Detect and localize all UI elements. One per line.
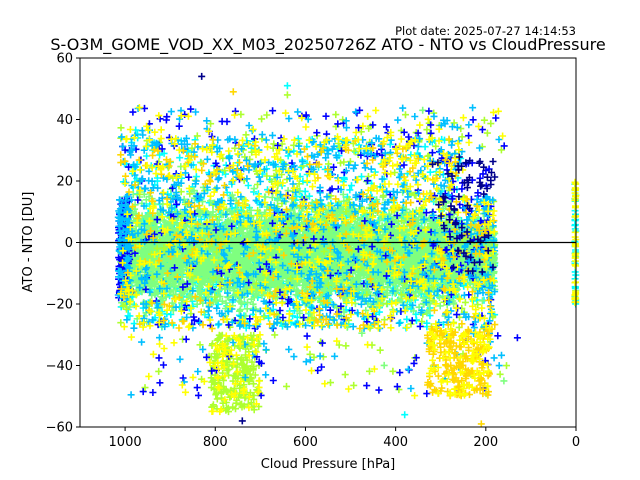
scatter-marker-group xyxy=(198,72,499,425)
y-tick-label: 20 xyxy=(56,175,73,190)
x-tick-label: 1000 xyxy=(109,435,142,450)
x-axis-label: Cloud Pressure [hPa] xyxy=(261,457,396,472)
x-tick-label: 800 xyxy=(203,435,228,450)
scatter-marker-group xyxy=(117,104,580,416)
x-tick-label: 400 xyxy=(383,435,408,450)
x-tick-label: 600 xyxy=(293,435,318,450)
y-tick-label: −40 xyxy=(46,359,73,374)
y-tick-label: −60 xyxy=(46,421,73,436)
chart-title: S-O3M_GOME_VOD_XX_M03_20250726Z ATO - NT… xyxy=(50,35,605,55)
y-axis: −60 −40 −20 0 20 40 60 xyxy=(46,52,80,436)
plot-date-text: Plot date: 2025-07-27 14:14:53 xyxy=(395,24,576,38)
y-tick-label: 60 xyxy=(56,52,73,67)
x-tick-label: 0 xyxy=(572,435,580,450)
y-tick-label: 40 xyxy=(56,113,73,128)
y-tick-label: −20 xyxy=(46,298,73,313)
y-axis-label: ATO - NTO [DU] xyxy=(21,192,36,293)
x-axis: 1000 800 600 400 200 0 xyxy=(109,427,580,450)
x-tick-label: 200 xyxy=(473,435,498,450)
y-tick-label: 0 xyxy=(65,236,73,251)
